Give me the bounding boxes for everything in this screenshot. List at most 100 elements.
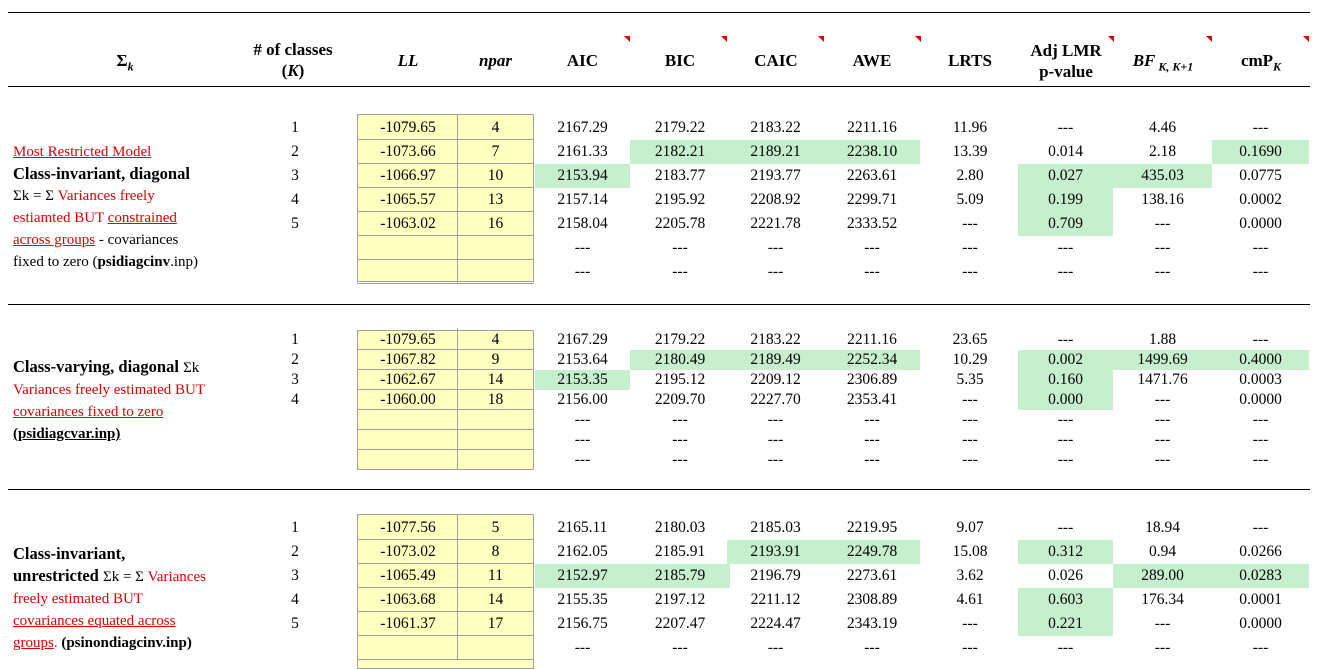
comment-marker-caic[interactable] <box>818 36 824 42</box>
cell-ll: -1063.68 <box>380 591 436 608</box>
cell-bf: 1.88 <box>1148 331 1177 348</box>
cell-bic: 2185.79 <box>630 564 730 588</box>
cell-classes: 2 <box>291 351 299 368</box>
cell-lrts: --- <box>962 615 978 632</box>
cell-bic: --- <box>672 411 688 428</box>
block-2-line-2: Variances freely estimated BUT <box>13 382 206 398</box>
cell-adj-lmr: --- <box>1057 451 1074 468</box>
cell-lrts: --- <box>962 215 978 232</box>
cell-bic: --- <box>672 639 688 656</box>
header-aic: AIC <box>566 51 599 70</box>
cell-lrts: 5.09 <box>956 191 984 208</box>
cell-caic: 2227.70 <box>750 391 801 408</box>
cell-lrts: --- <box>962 239 978 256</box>
cell-npar: 11 <box>488 567 503 584</box>
cell-npar <box>458 636 533 660</box>
cell-caic: 2183.22 <box>750 119 801 136</box>
cell-bic: 2182.21 <box>630 140 730 164</box>
header-adj-lmr: Adj LMR p-value <box>1030 41 1102 81</box>
cell-adj-lmr: --- <box>1057 239 1074 256</box>
cell-caic: --- <box>767 431 784 448</box>
input-row-line <box>357 611 534 612</box>
input-col-divider <box>457 114 458 284</box>
cell-bf: 0.94 <box>1148 543 1177 560</box>
cell-bic: 2179.22 <box>654 119 706 136</box>
header-caic: CAIC <box>754 51 798 70</box>
cell-ll <box>359 636 457 660</box>
cell-bf: 2.18 <box>1148 143 1177 160</box>
cell-classes <box>270 260 320 284</box>
cell-bic: 2185.91 <box>654 543 706 560</box>
cell-awe: --- <box>864 451 880 468</box>
cell-bf: --- <box>1154 431 1171 448</box>
cell-bf: --- <box>1154 411 1171 428</box>
cell-aic: 2167.29 <box>557 119 608 136</box>
cell-caic: 2183.22 <box>750 331 801 348</box>
cell-caic: 2193.91 <box>727 540 824 564</box>
cell-lrts: --- <box>962 391 978 408</box>
cell-classes: 1 <box>291 331 299 348</box>
cell-lrts: 9.07 <box>956 519 984 536</box>
input-row-line <box>357 349 534 350</box>
cell-lrts: --- <box>962 451 978 468</box>
cell-cmp: 0.0000 <box>1239 215 1282 232</box>
cell-lrts: 23.65 <box>952 331 988 348</box>
most-restricted-link[interactable]: Most Restricted Model <box>13 144 152 160</box>
cell-classes: 1 <box>291 519 299 536</box>
comment-marker-cmp[interactable] <box>1303 36 1309 42</box>
block-1-line-3: Σk = Σ Variances freely <box>13 188 155 204</box>
cell-npar: 8 <box>491 543 500 560</box>
header-awe: AWE <box>852 51 892 70</box>
cell-bic: 2195.12 <box>654 371 706 388</box>
cell-ll: -1079.65 <box>380 331 436 348</box>
cell-classes: 5 <box>291 615 299 632</box>
cell-caic: 2209.12 <box>750 371 801 388</box>
comment-marker-awe[interactable] <box>915 36 921 42</box>
cell-npar: 5 <box>491 519 500 536</box>
input-col-divider <box>457 514 458 660</box>
block-divider-1 <box>8 304 1310 305</box>
cell-lrts: 3.62 <box>956 567 984 584</box>
cell-aic: 2153.64 <box>557 351 608 368</box>
input-row-line <box>357 211 534 212</box>
comment-marker-bic[interactable] <box>721 36 727 42</box>
cell-bf: --- <box>1154 451 1171 468</box>
cell-lrts: --- <box>962 411 978 428</box>
cell-caic: 2185.03 <box>750 519 801 536</box>
cell-aic: 2152.97 <box>535 564 630 588</box>
cell-cmp: 0.0001 <box>1239 591 1282 608</box>
comment-marker-aic[interactable] <box>624 36 630 42</box>
comment-marker-adj-lmr[interactable] <box>1108 36 1114 42</box>
cell-adj-lmr: --- <box>1057 119 1074 136</box>
cell-awe: 2211.16 <box>847 331 897 348</box>
cell-adj-lmr: 0.000 <box>1018 390 1113 410</box>
block-3-line-4: covariances equated across <box>13 613 176 629</box>
cell-adj-lmr: --- <box>1057 263 1074 280</box>
cell-ll <box>359 450 457 470</box>
input-row-line <box>357 389 534 390</box>
cell-adj-lmr: --- <box>1057 431 1074 448</box>
cell-classes: 2 <box>291 543 299 560</box>
cell-aic: 2153.94 <box>535 164 630 188</box>
cell-classes: 4 <box>291 391 299 408</box>
cell-adj-lmr: --- <box>1057 639 1074 656</box>
input-row-line <box>357 469 534 470</box>
cell-classes <box>270 410 320 430</box>
cell-cmp: --- <box>1252 431 1269 448</box>
cell-bic: 2207.47 <box>654 615 706 632</box>
cell-adj-lmr: 0.002 <box>1018 350 1113 370</box>
block-3-description: Class-invariant, unrestricted Σk = Σ Var… <box>13 543 206 654</box>
input-box-block-2 <box>357 330 534 470</box>
cell-cmp: --- <box>1252 239 1269 256</box>
input-row-line <box>357 587 534 588</box>
cell-adj-lmr: 0.709 <box>1018 212 1113 236</box>
cell-bic: --- <box>672 263 688 280</box>
cell-ll: -1067.82 <box>380 351 436 368</box>
cell-caic: 2208.92 <box>750 191 801 208</box>
comment-marker-bf[interactable] <box>1206 36 1212 42</box>
cell-cmp: --- <box>1252 519 1269 536</box>
cell-cmp: --- <box>1252 451 1269 468</box>
cell-adj-lmr: 0.603 <box>1018 588 1113 612</box>
cell-lrts: --- <box>962 263 978 280</box>
cell-classes <box>270 450 320 470</box>
